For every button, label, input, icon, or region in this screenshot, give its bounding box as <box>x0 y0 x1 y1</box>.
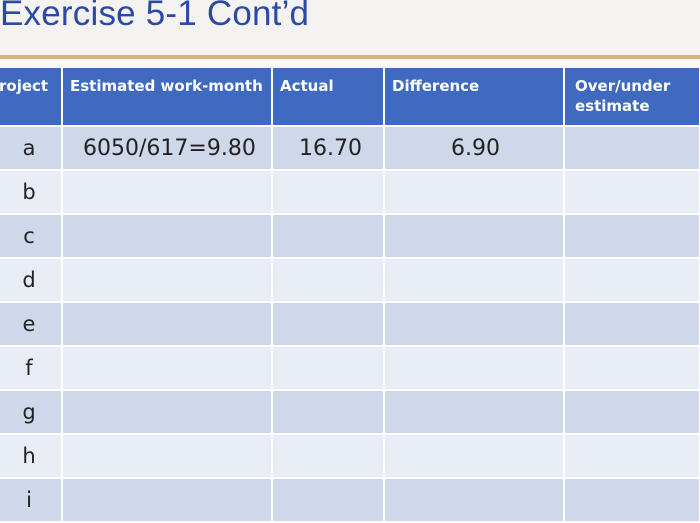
cell-estimated <box>62 390 273 435</box>
table-row: d <box>0 258 700 303</box>
cell-project: e <box>0 302 63 347</box>
cell-actual <box>272 170 385 215</box>
table-row: b <box>0 170 700 215</box>
table-row: e <box>0 302 700 347</box>
cell-estimated <box>62 170 273 215</box>
cell-over-under <box>564 258 700 303</box>
cell-difference <box>384 346 565 391</box>
cell-difference <box>384 434 565 479</box>
table-row: a 6050/617=9.80 16.70 6.90 <box>0 126 700 171</box>
cell-difference <box>384 478 565 523</box>
header-row: roject Estimated work-month Actual Diffe… <box>0 68 700 127</box>
estimate-table: roject Estimated work-month Actual Diffe… <box>0 68 700 523</box>
cell-estimated <box>62 302 273 347</box>
cell-estimated: 6050/617=9.80 <box>62 126 273 171</box>
table-row: c <box>0 214 700 259</box>
cell-estimated <box>62 258 273 303</box>
cell-over-under <box>564 302 700 347</box>
header-difference: Difference <box>384 68 565 127</box>
cell-over-under <box>564 126 700 171</box>
cell-project: g <box>0 390 63 435</box>
cell-project: a <box>0 126 63 171</box>
cell-actual <box>272 390 385 435</box>
cell-over-under <box>564 390 700 435</box>
table-row: g <box>0 390 700 435</box>
cell-project: f <box>0 346 63 391</box>
header-estimated-work-month: Estimated work-month <box>62 68 273 127</box>
cell-over-under <box>564 170 700 215</box>
cell-difference <box>384 258 565 303</box>
table-row: h <box>0 434 700 479</box>
page-title: Exercise 5-1 Cont’d <box>0 0 310 33</box>
cell-estimated <box>62 434 273 479</box>
cell-project: b <box>0 170 63 215</box>
cell-difference <box>384 170 565 215</box>
cell-estimated <box>62 346 273 391</box>
cell-actual <box>272 302 385 347</box>
cell-over-under <box>564 434 700 479</box>
cell-difference <box>384 214 565 259</box>
cell-actual: 16.70 <box>272 126 385 171</box>
cell-over-under <box>564 478 700 523</box>
cell-over-under <box>564 346 700 391</box>
cell-actual <box>272 434 385 479</box>
header-project: roject <box>0 68 63 127</box>
cell-over-under <box>564 214 700 259</box>
cell-difference: 6.90 <box>384 126 565 171</box>
cell-difference <box>384 302 565 347</box>
cell-estimated <box>62 214 273 259</box>
cell-actual <box>272 214 385 259</box>
cell-project: d <box>0 258 63 303</box>
cell-actual <box>272 346 385 391</box>
header-actual: Actual <box>272 68 385 127</box>
cell-project: h <box>0 434 63 479</box>
cell-estimated <box>62 478 273 523</box>
cell-actual <box>272 258 385 303</box>
table-row: f <box>0 346 700 391</box>
title-underline <box>0 55 700 59</box>
header-over-under-estimate: Over/under estimate <box>564 68 700 127</box>
table-row: i <box>0 478 700 523</box>
cell-actual <box>272 478 385 523</box>
cell-difference <box>384 390 565 435</box>
cell-project: c <box>0 214 63 259</box>
cell-project: i <box>0 478 63 523</box>
